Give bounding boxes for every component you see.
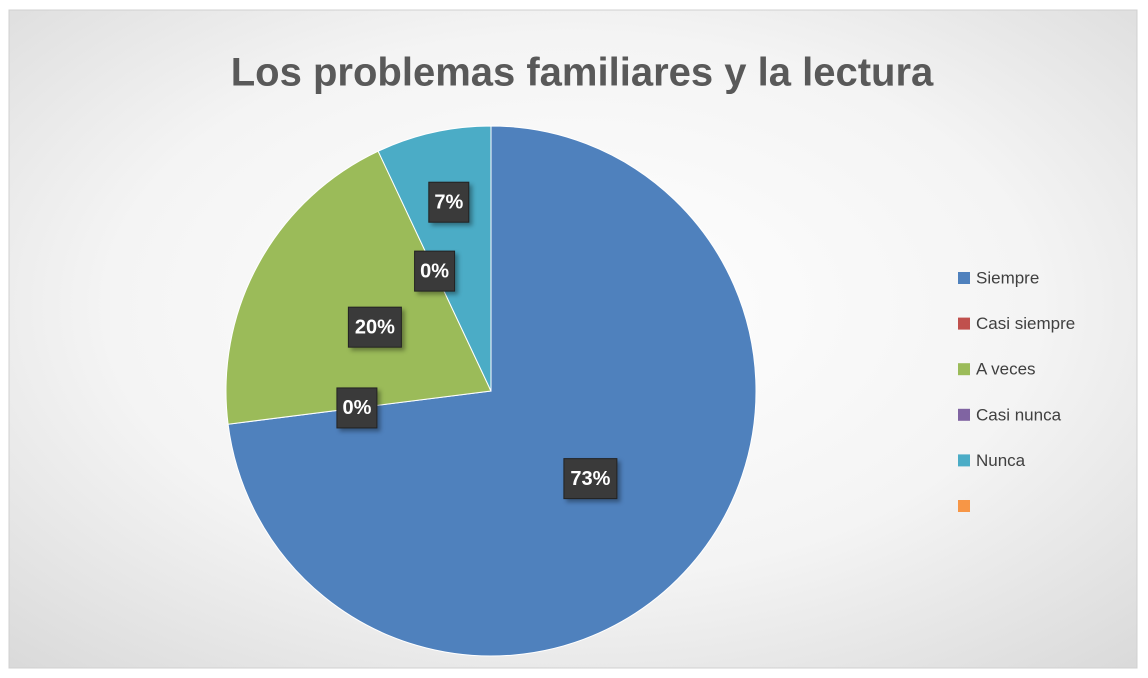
data-label-box — [347, 306, 402, 348]
legend-swatch — [958, 317, 970, 330]
pie-slice — [225, 150, 492, 425]
data-label-box — [336, 387, 378, 429]
chart-title: Los problemas familiares y la lectura — [231, 51, 934, 95]
data-label: 20% — [355, 316, 395, 338]
data-label-box — [563, 458, 618, 500]
legend: Siempre Casi siempre A veces Casi nunca Nunc… — [958, 268, 1075, 512]
data-label: 73% — [570, 468, 610, 490]
legend-swatch — [958, 454, 970, 467]
data-label: 0% — [342, 397, 371, 419]
data-label-box — [428, 181, 470, 223]
legend-label: Casi nunca — [976, 405, 1062, 424]
legend-swatch — [958, 408, 970, 421]
legend-label: A veces — [976, 360, 1036, 379]
legend-swatch — [958, 500, 970, 512]
legend-label: Siempre — [976, 268, 1039, 287]
pie — [225, 125, 757, 657]
data-label: 0% — [420, 260, 449, 282]
legend-swatch — [958, 272, 970, 284]
legend-label: Casi siempre — [976, 314, 1075, 333]
pie-slice — [227, 125, 757, 657]
data-label-box — [414, 250, 456, 292]
data-labels: 73% 0% 20% 0% 7% — [336, 181, 618, 500]
legend-swatch — [958, 363, 970, 376]
legend-label: Nunca — [976, 451, 1026, 470]
data-label: 7% — [434, 191, 463, 213]
